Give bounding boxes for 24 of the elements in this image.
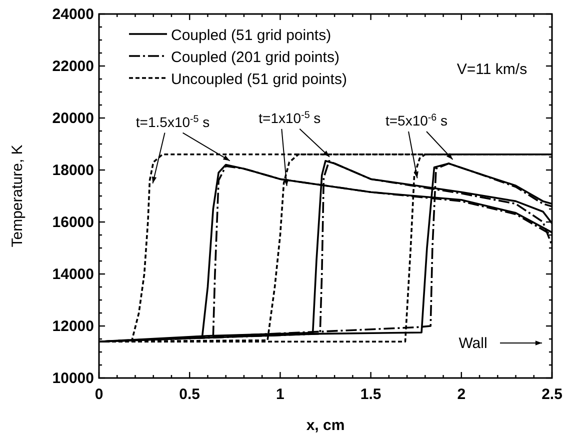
annotation: t=1.5x10$^{-5}$ s bbox=[136, 113, 210, 130]
y-axis-title: Temperature, K bbox=[9, 144, 26, 248]
y-tick-label: 24000 bbox=[52, 6, 94, 23]
annotation: t=1x10$^{-5}$ s bbox=[258, 109, 321, 126]
y-tick-label: 14000 bbox=[52, 266, 94, 283]
y-tick-label: 12000 bbox=[52, 318, 94, 335]
y-tick-label: 20000 bbox=[52, 110, 94, 127]
y-tick-label: 16000 bbox=[52, 214, 94, 231]
annotation: V=11 km/s bbox=[456, 61, 528, 78]
annotation: t=5x10$^{-6}$ s bbox=[385, 112, 448, 128]
legend-label: Coupled (51 grid points) bbox=[171, 27, 332, 44]
x-tick-label: 0 bbox=[94, 386, 104, 403]
x-tick-label: 2.5 bbox=[542, 386, 562, 403]
y-tick-label: 10000 bbox=[52, 370, 94, 387]
x-axis-title: x, cm bbox=[306, 417, 345, 434]
x-tick-label: 1 bbox=[276, 386, 284, 403]
y-tick-label: 22000 bbox=[52, 58, 94, 75]
x-tick-label: 0.5 bbox=[179, 386, 200, 403]
legend-label: Uncoupled (51 grid points) bbox=[171, 71, 347, 88]
y-tick-label: 18000 bbox=[52, 162, 94, 179]
annotation: Wall bbox=[458, 335, 488, 352]
x-tick-label: 2 bbox=[457, 386, 466, 403]
x-tick-label: 1.5 bbox=[360, 386, 382, 403]
legend-label: Coupled (201 grid points) bbox=[171, 49, 340, 66]
